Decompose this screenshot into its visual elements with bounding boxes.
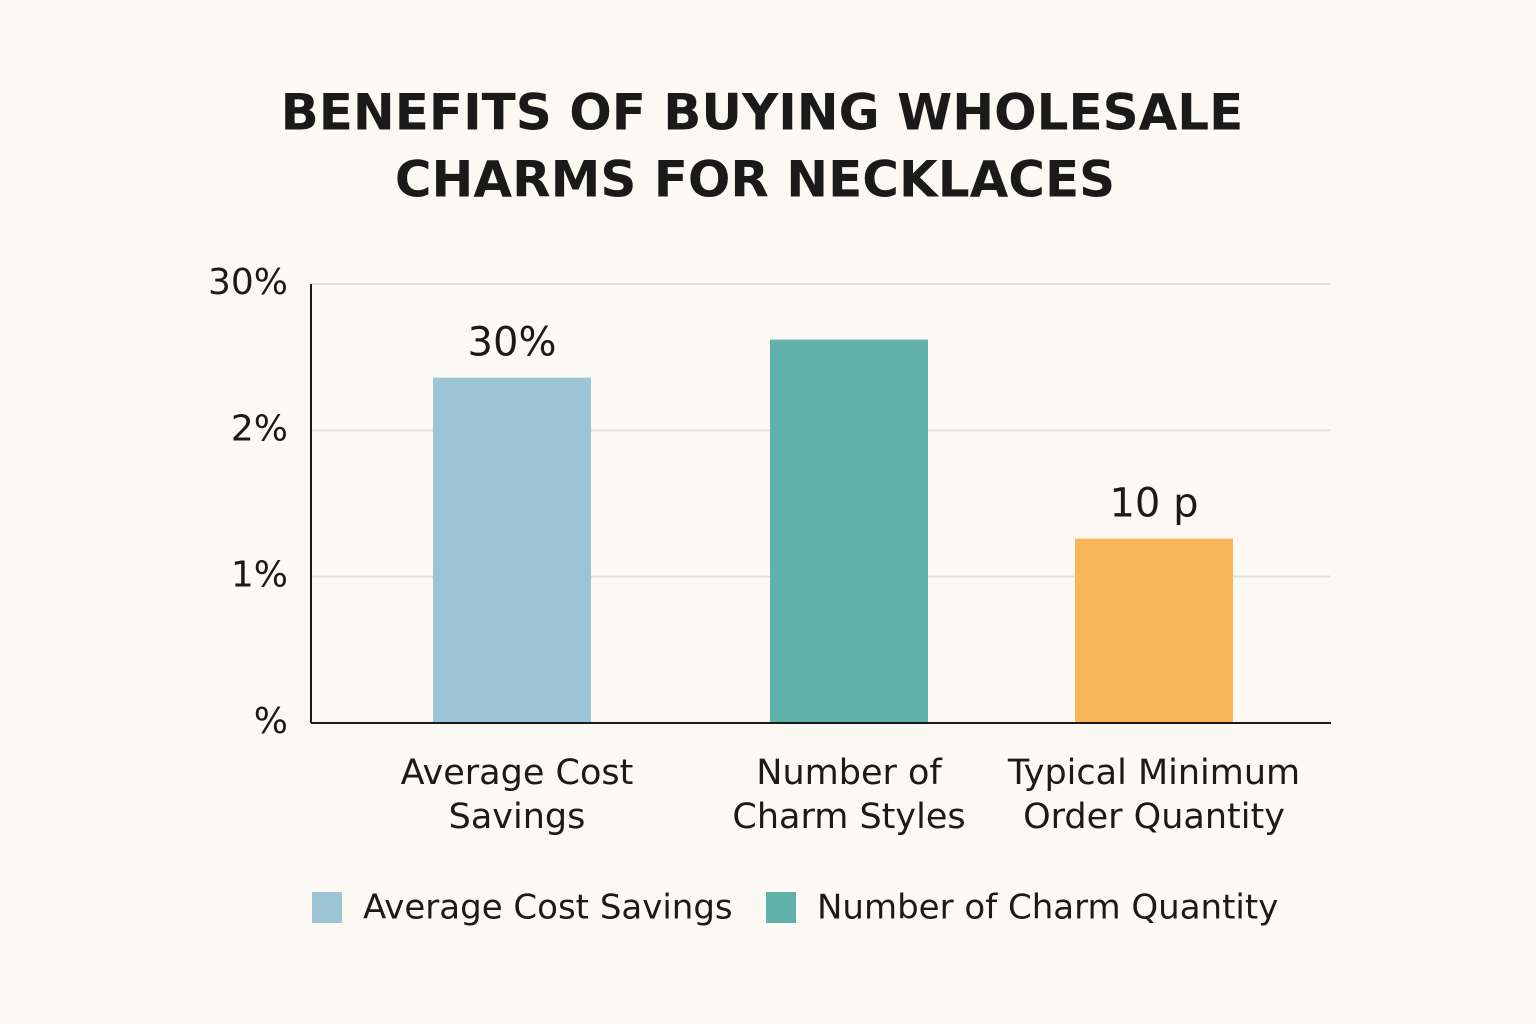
legend-swatch (312, 892, 342, 923)
x-tick-label: Order Quantity (1023, 797, 1285, 837)
bar (770, 339, 928, 723)
y-tick-label: 2% (231, 408, 288, 449)
chart-title: CHARMS FOR NECKLACES (395, 151, 1115, 209)
chart-title: BENEFITS OF BUYING WHOLESALE (281, 84, 1244, 142)
y-tick-label: 1% (231, 555, 288, 596)
x-tick-label: Typical Minimum (1007, 753, 1300, 793)
x-tick-label: Average Cost (401, 753, 634, 793)
legend-swatch (766, 892, 796, 923)
value-label: 30% (468, 320, 557, 366)
y-tick-label: 30% (208, 262, 288, 303)
bar (433, 377, 591, 723)
x-tick-label: Charm Styles (732, 797, 965, 837)
legend-label: Average Cost Savings (363, 888, 733, 928)
value-label: 10 p (1109, 481, 1198, 527)
y-tick-label: % (254, 701, 288, 742)
legend-label: Number of Charm Quantity (817, 888, 1278, 928)
x-tick-label: Number of (756, 753, 942, 793)
x-tick-label: Savings (449, 797, 586, 837)
bar (1075, 538, 1233, 723)
